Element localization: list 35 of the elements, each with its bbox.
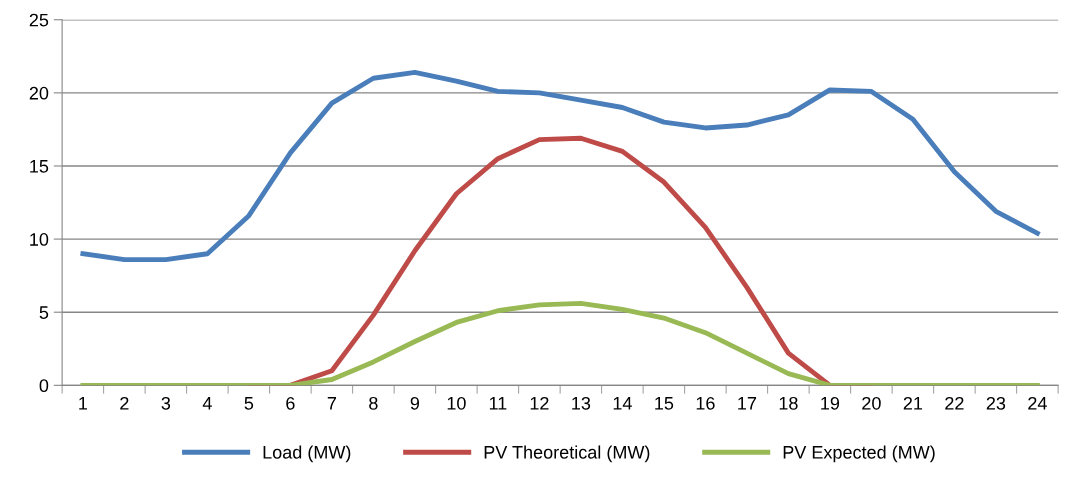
x-tick-label: 20 [862, 396, 881, 410]
x-tick-label: 12 [530, 396, 549, 410]
x-tick-label: 24 [1028, 396, 1047, 410]
line-series [80, 69, 1040, 262]
x-tick-label: 2 [120, 396, 129, 410]
y-tick-label: 15 [30, 160, 49, 173]
legend-label: Load (MW) [263, 445, 351, 463]
x-tick-label: 9 [410, 396, 420, 410]
x-tick-label: 13 [572, 396, 591, 410]
x-tick-label: 23 [986, 396, 1006, 410]
x-tick-label: 5 [244, 397, 254, 410]
x-tick-label: 1 [79, 397, 88, 410]
x-tick-label: 22 [945, 396, 964, 410]
x-tick-label: 3 [161, 396, 171, 410]
x-tick-label: 15 [655, 397, 674, 410]
y-tick-label: 10 [30, 233, 49, 246]
y-tick-label: 25 [29, 13, 49, 27]
x-tick-label: 4 [202, 397, 212, 410]
line-series [80, 301, 1040, 386]
y-tick-label: 0 [39, 379, 49, 393]
x-tick-label: 10 [447, 396, 466, 410]
x-tick-label: 19 [821, 396, 840, 410]
x-tick-label: 21 [903, 396, 923, 410]
x-tick-label: 16 [696, 396, 715, 410]
x-tick-label: 7 [327, 397, 336, 410]
x-tick-label: 11 [489, 397, 507, 410]
x-tick-label: 17 [738, 397, 757, 410]
legend-label: PV Theoretical (MW) [484, 445, 650, 463]
legend-label: PV Expected (MW) [783, 445, 935, 463]
y-tick-label: 20 [29, 86, 49, 100]
x-tick-label: 6 [286, 396, 295, 410]
x-tick-label: 8 [369, 396, 378, 410]
y-tick-label: 5 [39, 306, 49, 319]
x-tick-label: 14 [613, 397, 632, 410]
x-tick-label: 18 [779, 396, 798, 410]
